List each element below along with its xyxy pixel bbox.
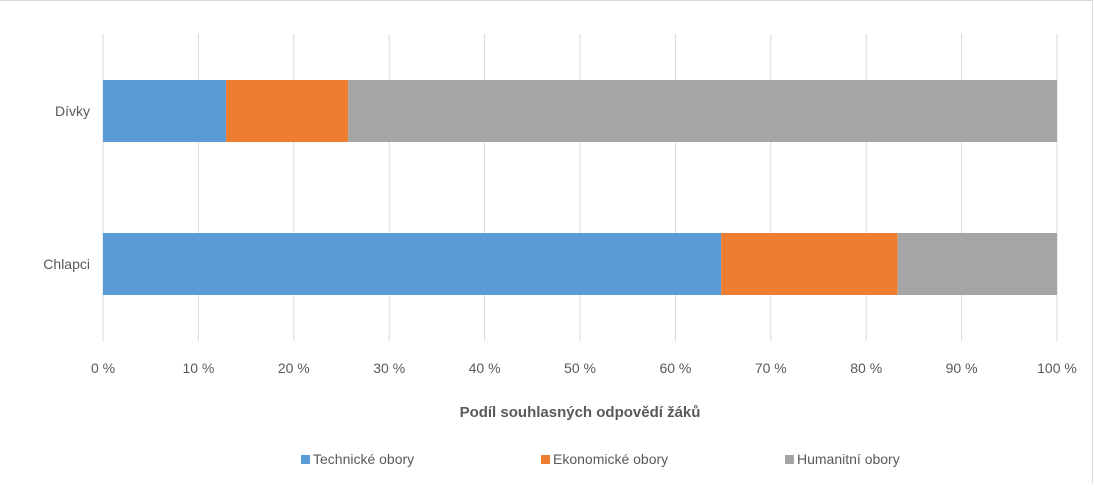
bar-segment [226,80,349,142]
category-label: Dívky [55,103,90,119]
bar-segment [897,233,1057,295]
bar-segment [103,233,722,295]
legend-swatch [785,455,794,464]
x-tick-label: 0 % [91,360,115,376]
legend-swatch [301,455,310,464]
x-tick-label: 50 % [564,360,596,376]
x-tick-labels: 0 % 10 % 20 % 30 % 40 % 50 % 60 % 70 % 80 % 90 % 1… [91,360,1077,376]
bar-segment [721,233,898,295]
x-tick-label: 40 % [469,360,501,376]
category-labels: Dívky Chlapci [43,103,90,272]
bar-segment [103,80,227,142]
bar-segment [348,80,1058,142]
x-tick-label: 20 % [278,360,310,376]
x-tick-label: 90 % [946,360,978,376]
x-tick-label: 70 % [755,360,787,376]
legend-label: Technické obory [313,451,414,467]
x-tick-label: 60 % [659,360,691,376]
x-axis-title: Podíl souhlasných odpovědí žáků [460,404,701,421]
legend-label: Ekonomické obory [553,451,668,467]
x-tick-label: 100 % [1037,360,1077,376]
legend-swatch [541,455,550,464]
bars [103,80,1058,295]
category-label: Chlapci [43,256,90,272]
x-tick-label: 10 % [182,360,214,376]
x-tick-label: 30 % [373,360,405,376]
x-tick-label: 80 % [850,360,882,376]
legend: Technické obory Ekonomické obory Humanitní… [301,451,900,467]
legend-label: Humanitní obory [797,451,900,467]
